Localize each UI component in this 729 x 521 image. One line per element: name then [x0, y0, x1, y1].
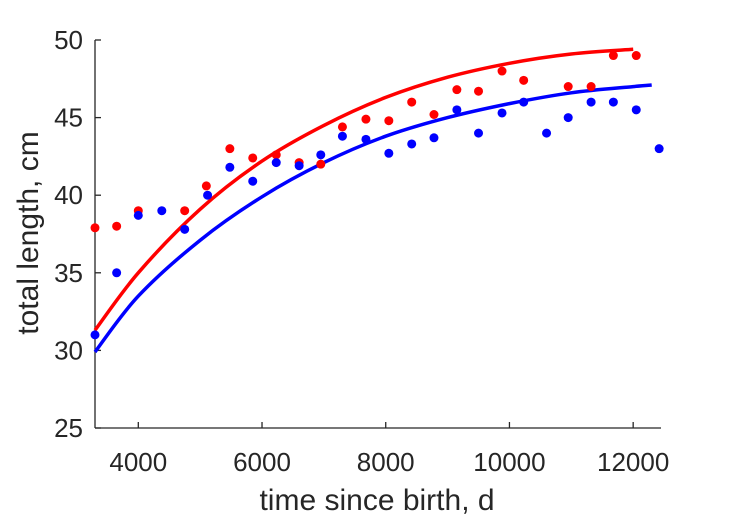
data-point [429, 109, 439, 119]
data-point [248, 153, 258, 163]
data-point [225, 162, 235, 172]
axes [94, 39, 661, 429]
data-point [519, 75, 529, 85]
y-axis-label: total length, cm [12, 131, 45, 334]
data-point [112, 268, 122, 278]
y-tick-label: 25 [54, 413, 83, 443]
data-point [407, 139, 417, 149]
data-point [271, 150, 281, 160]
data-point [654, 144, 664, 154]
data-point [361, 114, 371, 124]
x-tick-label: 12000 [597, 447, 669, 477]
data-point [201, 181, 211, 191]
data-point [631, 105, 641, 115]
data-point [497, 66, 507, 76]
data-point [631, 51, 641, 61]
data-point [248, 176, 258, 186]
x-tick-label: 4000 [109, 447, 167, 477]
data-point [563, 113, 573, 123]
fit-lines [93, 47, 652, 354]
data-point [157, 206, 167, 216]
x-axis-label: time since birth, d [259, 484, 494, 517]
data-point [563, 82, 573, 92]
fit-line-0 [93, 47, 634, 332]
y-tick-label: 35 [54, 258, 83, 288]
data-point [90, 223, 100, 233]
data-point [384, 148, 394, 158]
data-point [586, 97, 596, 107]
y-tick-label: 30 [54, 335, 83, 365]
data-point [294, 161, 304, 171]
y-tick-label: 45 [54, 103, 83, 133]
data-point [608, 51, 618, 61]
data-point [361, 134, 371, 144]
data-point [429, 133, 439, 143]
data-point [407, 97, 417, 107]
data-point [337, 122, 347, 132]
data-point [316, 159, 326, 169]
data-point [180, 206, 190, 216]
data-point [203, 190, 213, 200]
fit-line-1 [93, 83, 652, 354]
x-tick-labels: 4000 6000 8000 10000 12000 [109, 447, 669, 477]
data-point [474, 86, 484, 96]
y-tick-label: 40 [54, 180, 83, 210]
data-point [586, 82, 596, 92]
y-tick-label: 50 [54, 25, 83, 55]
data-point [271, 158, 281, 168]
data-point [542, 128, 552, 138]
data-point [384, 116, 394, 126]
y-tick-labels: 25 30 35 40 45 50 [54, 25, 83, 443]
data-point [180, 224, 190, 234]
data-point [474, 128, 484, 138]
data-points [90, 51, 664, 340]
x-tick-label: 8000 [357, 447, 415, 477]
data-point [519, 97, 529, 107]
data-point [497, 108, 507, 118]
x-tick-label: 6000 [233, 447, 291, 477]
data-point [90, 330, 100, 340]
data-point [608, 97, 618, 107]
x-tick-label: 10000 [473, 447, 545, 477]
data-point [337, 131, 347, 141]
data-point [452, 105, 462, 115]
data-point [452, 85, 462, 95]
data-point [112, 221, 122, 231]
data-point [316, 150, 326, 160]
data-point [133, 210, 143, 220]
data-point [225, 144, 235, 154]
